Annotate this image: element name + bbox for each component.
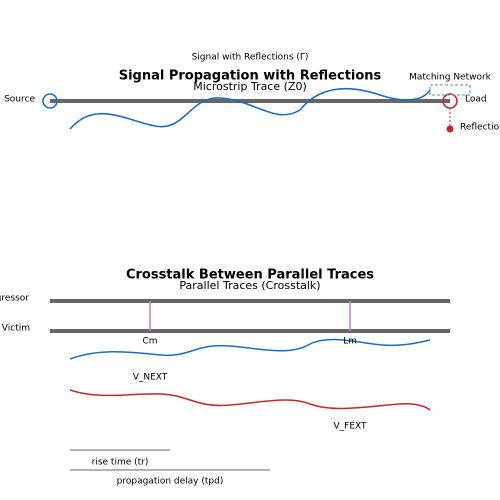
reflection-label: Reflection xyxy=(460,123,500,133)
lm-label: Lm xyxy=(343,337,357,347)
trace-label: Microstrip Trace (Z0) xyxy=(193,80,307,93)
next-waveform xyxy=(69,338,431,360)
signal-label: Signal with Reflections (Γ) xyxy=(192,53,309,63)
cm-label: Cm xyxy=(142,337,157,347)
source-node xyxy=(42,93,58,109)
reflected-signal xyxy=(69,87,431,130)
victim-label: Victim xyxy=(2,324,30,334)
reflection-point xyxy=(446,125,454,133)
trace-label: Parallel Traces (Crosstalk) xyxy=(179,279,320,292)
section-title: Signal Propagation with Reflections xyxy=(119,69,382,84)
section-title: Crosstalk Between Parallel Traces xyxy=(126,268,374,283)
fext-waveform xyxy=(69,389,431,411)
rise-label: rise time (tr) xyxy=(92,458,149,468)
next-label: V_NEXT xyxy=(133,373,168,383)
load-label: Load xyxy=(465,95,487,105)
matching-label: Matching Network xyxy=(409,73,492,83)
fext-label: V_FEXT xyxy=(333,422,367,432)
delay-label: propagation delay (tpd) xyxy=(117,477,224,487)
matching-network xyxy=(429,84,471,96)
aggressor-label: Aggressor xyxy=(0,294,29,304)
source-label: Source xyxy=(4,95,35,105)
